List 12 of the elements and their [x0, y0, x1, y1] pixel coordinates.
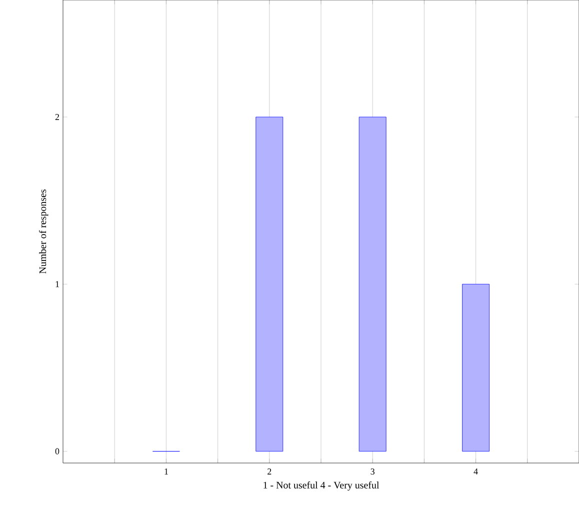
y-tick-label: 1: [56, 281, 59, 288]
y-tick-label: 2: [55, 114, 59, 120]
x-tick-label: 3: [370, 468, 374, 475]
y-axis-title: Number of responses: [39, 190, 48, 274]
bar: [462, 284, 490, 452]
x-tick-label: 1: [164, 468, 168, 474]
x-tick-label: 4: [474, 468, 478, 474]
bar: [256, 116, 284, 452]
x-tick-label: 2: [268, 468, 272, 474]
y-tick-label: 0: [55, 448, 60, 454]
bar: [358, 116, 386, 452]
x-axis-title: 1 - Not useful 4 - Very useful: [264, 481, 380, 491]
